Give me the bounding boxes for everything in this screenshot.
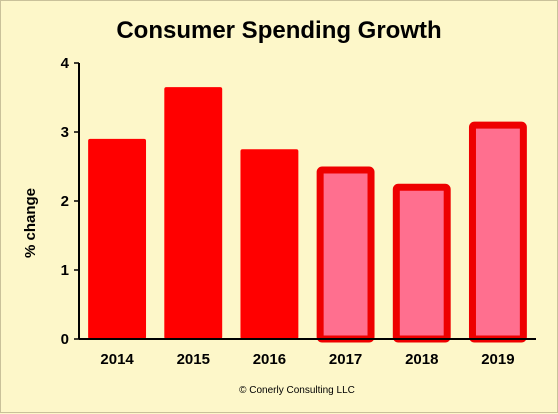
chart-title: Consumer Spending Growth bbox=[116, 17, 441, 44]
y-tick-label: 2 bbox=[61, 193, 69, 210]
y-axis-label: % change bbox=[22, 188, 39, 258]
copyright-credit: © Conerly Consulting LLC bbox=[239, 385, 355, 396]
bar-2019 bbox=[468, 121, 527, 343]
x-tick-label: 2018 bbox=[405, 351, 438, 368]
bar-2017 bbox=[316, 166, 375, 343]
bar-2016 bbox=[240, 149, 299, 339]
x-tick-label: 2016 bbox=[253, 351, 286, 368]
x-axis-ticks: 2014 2015 2016 2017 2018 2019 bbox=[100, 351, 514, 368]
bar-2018 bbox=[392, 183, 451, 343]
x-tick-label: 2014 bbox=[100, 351, 134, 368]
y-axis-ticks: 0 1 2 3 4 bbox=[61, 55, 79, 348]
bar-2015 bbox=[164, 87, 223, 340]
y-tick-label: 3 bbox=[61, 124, 69, 141]
y-tick-label: 0 bbox=[61, 331, 69, 348]
y-tick-label: 4 bbox=[61, 55, 70, 72]
x-tick-label: 2019 bbox=[481, 351, 514, 368]
y-tick-label: 1 bbox=[61, 262, 69, 279]
bar-2014 bbox=[88, 138, 147, 339]
x-tick-label: 2017 bbox=[329, 351, 362, 368]
x-tick-label: 2015 bbox=[177, 351, 210, 368]
bars bbox=[88, 87, 527, 343]
